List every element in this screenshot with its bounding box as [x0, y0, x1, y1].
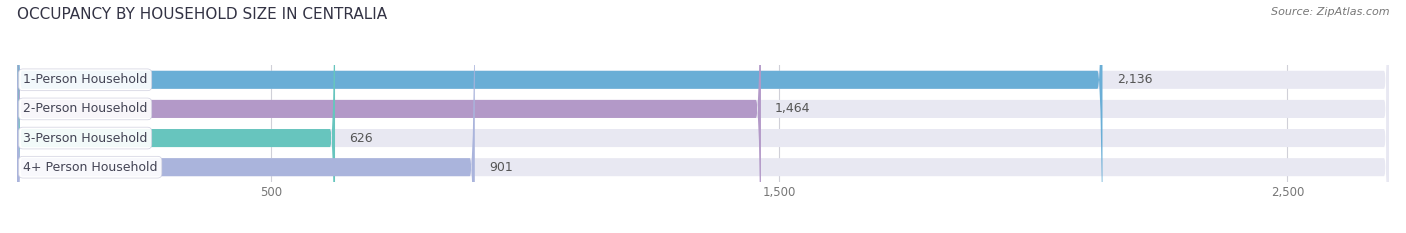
- Text: 1,464: 1,464: [775, 103, 811, 115]
- FancyBboxPatch shape: [17, 0, 761, 233]
- Text: 2-Person Household: 2-Person Household: [22, 103, 148, 115]
- FancyBboxPatch shape: [17, 0, 1389, 233]
- FancyBboxPatch shape: [17, 0, 1389, 233]
- Text: 1-Person Household: 1-Person Household: [22, 73, 148, 86]
- Text: 4+ Person Household: 4+ Person Household: [22, 161, 157, 174]
- FancyBboxPatch shape: [17, 0, 1389, 233]
- FancyBboxPatch shape: [17, 0, 335, 233]
- Text: Source: ZipAtlas.com: Source: ZipAtlas.com: [1271, 7, 1389, 17]
- Text: 626: 626: [349, 132, 373, 144]
- Text: OCCUPANCY BY HOUSEHOLD SIZE IN CENTRALIA: OCCUPANCY BY HOUSEHOLD SIZE IN CENTRALIA: [17, 7, 387, 22]
- FancyBboxPatch shape: [17, 0, 475, 233]
- FancyBboxPatch shape: [17, 0, 1389, 233]
- Text: 901: 901: [489, 161, 513, 174]
- Text: 3-Person Household: 3-Person Household: [22, 132, 148, 144]
- FancyBboxPatch shape: [17, 0, 1102, 233]
- Text: 2,136: 2,136: [1116, 73, 1152, 86]
